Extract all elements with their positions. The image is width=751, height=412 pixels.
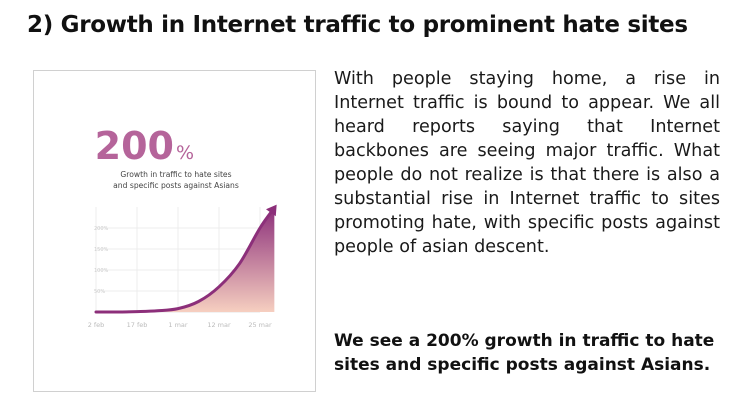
y-tick-label: 100% bbox=[94, 268, 109, 274]
body-paragraph: With people staying home, a rise in Inte… bbox=[334, 69, 720, 257]
summary-statement: We see a 200% growth in traffic to hate … bbox=[334, 331, 715, 375]
y-tick-label: 50% bbox=[94, 289, 105, 295]
x-tick-label: 2 feb bbox=[88, 321, 105, 329]
stat-caption-line2: and specific posts against Asians bbox=[113, 181, 239, 190]
x-tick-label: 12 mar bbox=[207, 321, 231, 329]
section-title: 2) Growth in Internet traffic to promine… bbox=[27, 12, 688, 38]
infographic-card: 200 % Growth in traffic to hate sites an… bbox=[33, 70, 316, 392]
x-tick-label: 1 mar bbox=[168, 321, 188, 329]
x-tick-label: 25 mar bbox=[248, 321, 272, 329]
stat-number: 200 bbox=[95, 124, 174, 168]
x-axis-ticks: 2 feb 17 feb 1 mar 12 mar 25 mar bbox=[88, 321, 272, 329]
traffic-growth-chart: 200 % Growth in traffic to hate sites an… bbox=[88, 124, 277, 329]
growth-line bbox=[94, 206, 276, 314]
y-tick-label: 200% bbox=[94, 226, 109, 232]
y-tick-label: 150% bbox=[94, 247, 109, 253]
stat-caption-line1: Growth in traffic to hate sites bbox=[120, 170, 231, 179]
growth-area bbox=[96, 207, 275, 313]
stat-unit: % bbox=[176, 142, 194, 164]
growth-arrow-icon bbox=[265, 204, 277, 217]
y-axis-ticks: 200% 150% 100% 50% bbox=[94, 226, 109, 295]
x-tick-label: 17 feb bbox=[127, 321, 148, 329]
